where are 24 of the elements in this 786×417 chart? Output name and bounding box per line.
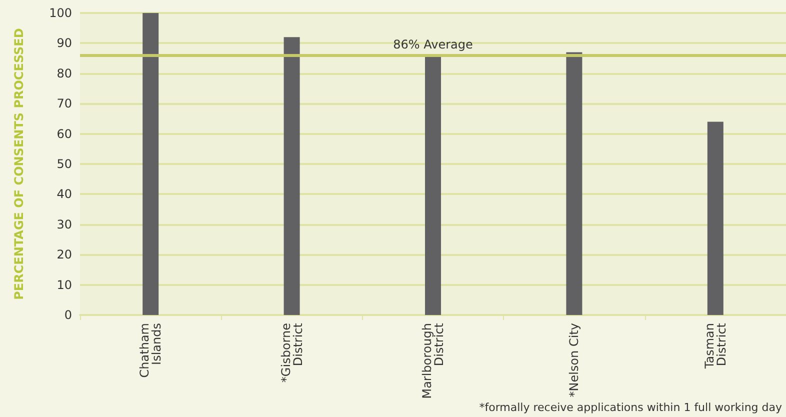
y-tick-label: 30	[56, 217, 72, 232]
ref-line-label: 86% Average	[393, 37, 473, 52]
x-tick-label: Tasman District	[702, 322, 728, 370]
y-tick-label: 70	[56, 96, 72, 111]
y-tick-label: 80	[56, 66, 72, 80]
bar	[284, 37, 300, 315]
y-tick-label: 100	[49, 6, 72, 20]
bar	[707, 122, 724, 315]
bar	[425, 55, 441, 315]
x-tick-label: Chatham Islands	[138, 323, 164, 378]
text: *formally receive applications within 1 full working day	[479, 401, 782, 414]
x-tick-label: *Gisborne District	[278, 322, 305, 383]
y-tick-label: 10	[56, 278, 72, 292]
y-tick-label: 0	[64, 308, 72, 322]
y-tick-label: 50	[56, 157, 72, 171]
x-tick-label: Marlborough District	[420, 322, 446, 399]
x-tick-label: *Nelson City	[567, 323, 582, 398]
y-tick-label: 20	[56, 248, 72, 262]
y-tick-label: 60	[56, 126, 72, 141]
y-axis-title: PERCENTAGE OF CONSENTS PROCESSED	[12, 28, 26, 300]
bar	[566, 52, 582, 315]
y-tick-label: 90	[56, 36, 72, 50]
bar	[142, 13, 159, 315]
y-tick-label: 40	[56, 187, 72, 202]
